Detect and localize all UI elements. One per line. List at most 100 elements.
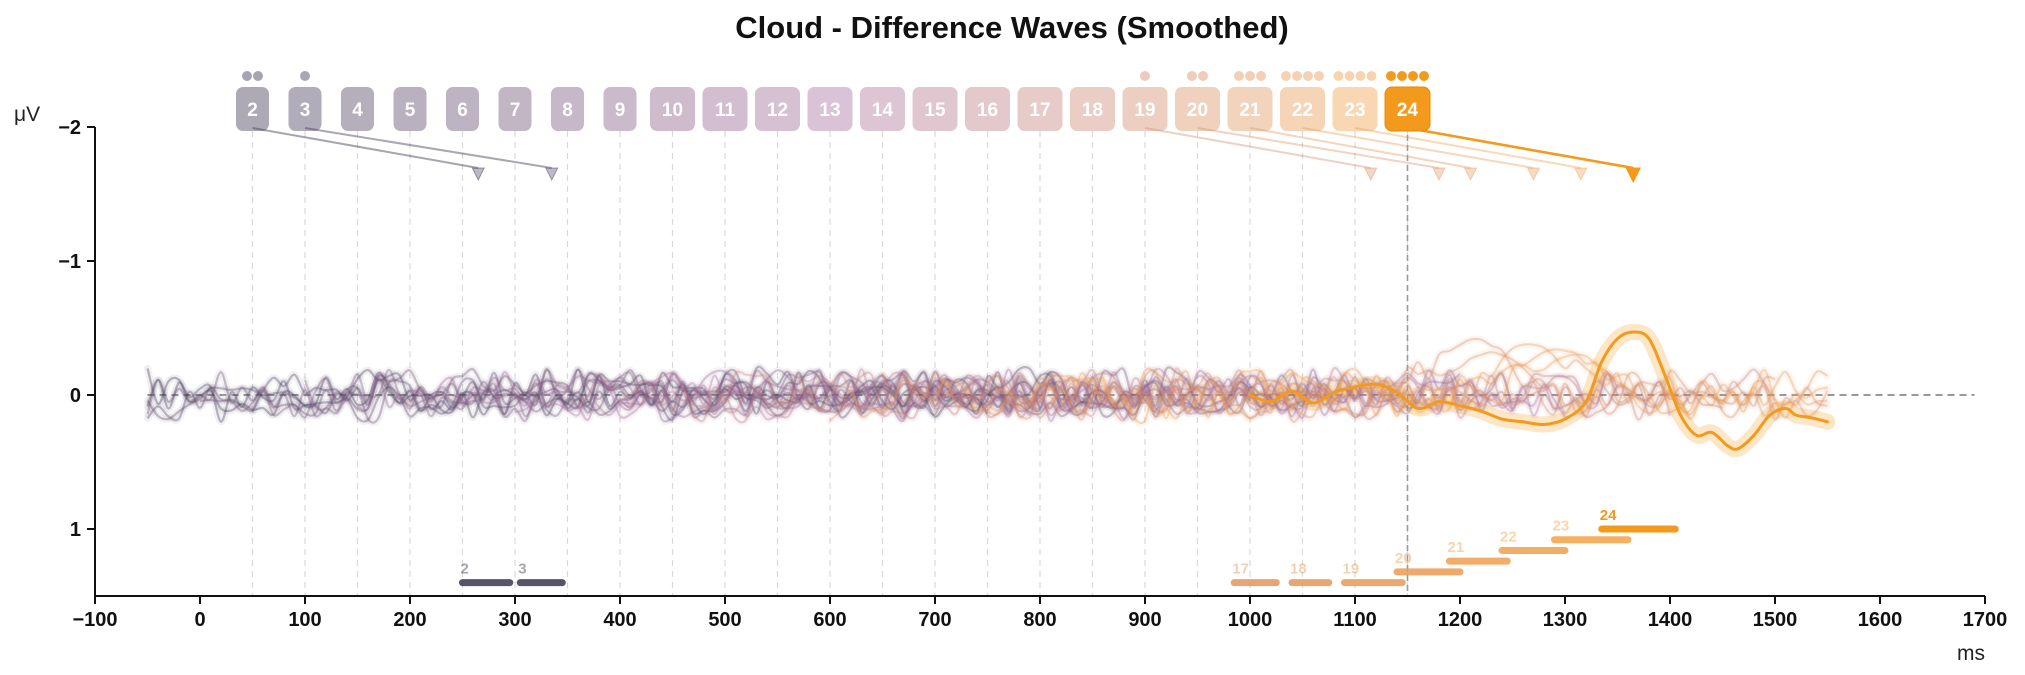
badge-dot-23 (1344, 71, 1355, 81)
badge-box-14 (860, 87, 905, 131)
wave-band-11 (406, 366, 1464, 425)
badge-box-15 (912, 87, 958, 131)
wave-line-24 (1248, 330, 1829, 451)
wave-line-8 (251, 367, 1303, 422)
x-tick-label: 0 (194, 609, 205, 631)
y-tick-label: −1 (58, 251, 81, 273)
wave-line-7 (199, 366, 1251, 418)
significance-label-2: 2 (461, 561, 469, 578)
badge-box-23 (1332, 87, 1378, 131)
badge-box-16 (965, 87, 1010, 131)
significance-label-3: 3 (518, 561, 526, 578)
badge-3: 3 (288, 71, 322, 131)
peak-marker-3 (544, 167, 559, 182)
wave-line-17 (723, 368, 1776, 421)
badge-label-2: 2 (247, 100, 258, 121)
wave-band-19 (826, 335, 1831, 426)
badge-10: 10 (650, 87, 695, 131)
badge-19: 19 (1122, 71, 1168, 131)
badge-label-4: 4 (352, 100, 363, 121)
wave-band-23 (1036, 351, 1831, 427)
peak-connector-22 (1302, 127, 1534, 169)
badge-22: 22 (1280, 71, 1325, 131)
peak-marker-22 (1526, 167, 1541, 182)
wave-band-2 (144, 364, 991, 419)
wave-band-4 (144, 363, 1096, 424)
wave-band-6 (144, 365, 1201, 427)
wave-band-14 (564, 365, 1621, 423)
wave-band-10 (354, 366, 1411, 426)
x-tick-label: 700 (918, 609, 951, 631)
badge-4: 4 (341, 87, 374, 131)
badge-dot-24 (1419, 71, 1429, 81)
badge-20: 20 (1175, 71, 1220, 131)
badge-box-9 (603, 87, 637, 131)
badge-label-18: 18 (1082, 100, 1103, 121)
badge-dot-24 (1397, 71, 1407, 81)
badge-box-10 (650, 87, 695, 131)
peak-connector-20 (1197, 127, 1440, 169)
wave-band-7 (196, 363, 1254, 420)
x-tick-label: 1500 (1753, 609, 1798, 631)
x-tick-label: 1600 (1858, 609, 1903, 631)
peak-connector-23 (1354, 127, 1581, 169)
wave-band-12 (459, 366, 1516, 424)
badge-label-24: 24 (1397, 100, 1419, 121)
peak-connector-2 (252, 127, 479, 169)
badge-dot-24 (1408, 71, 1418, 81)
significance-label-18: 18 (1290, 561, 1307, 578)
x-tick-label: 300 (498, 609, 531, 631)
badge-dot-23 (1333, 71, 1344, 81)
badge-dot-23 (1366, 71, 1377, 81)
peak-connector-3 (304, 127, 552, 169)
badge-13: 13 (807, 87, 853, 131)
wave-band-15 (616, 364, 1674, 426)
badge-label-9: 9 (615, 100, 626, 121)
y-tick-label: 1 (70, 519, 81, 541)
badge-24: 24 (1384, 71, 1431, 132)
badge-box-20 (1175, 87, 1220, 131)
significance-label-23: 23 (1553, 518, 1570, 535)
x-tick-label: 500 (708, 609, 741, 631)
badge-9: 9 (603, 87, 637, 131)
peak-marker-19 (1363, 167, 1378, 182)
significance-label-17: 17 (1232, 561, 1249, 578)
badge-7: 7 (498, 87, 532, 131)
y-tick-label: 0 (70, 385, 81, 407)
badge-dot-23 (1355, 71, 1366, 81)
wave-line-5 (146, 365, 1147, 423)
y-axis-label: μV (14, 103, 40, 126)
wave-band-16 (669, 369, 1726, 425)
badge-box-12 (755, 87, 800, 131)
badge-box-11 (702, 87, 748, 131)
badge-label-11: 11 (715, 100, 736, 121)
significance-label-21: 21 (1448, 539, 1465, 556)
onset-guide-lines (251, 131, 1409, 596)
badge-label-20: 20 (1187, 100, 1208, 121)
axes: −2 −1 0 1 −100 0 100 200 300 400 500 600 700 800 900 10… (58, 117, 2007, 631)
badge-box-24 (1384, 86, 1431, 132)
badge-label-3: 3 (300, 100, 311, 121)
peak-marker-24 (1625, 167, 1642, 184)
badge-box-22 (1280, 87, 1325, 131)
wave-line-9 (303, 368, 1356, 419)
badge-dot-19 (1140, 71, 1150, 81)
x-tick-label: 600 (813, 609, 846, 631)
wave-line-2 (146, 368, 989, 417)
wave-line-19 (829, 337, 1828, 423)
badge-label-6: 6 (457, 100, 468, 121)
badge-label-17: 17 (1029, 100, 1050, 121)
badge-box-8 (551, 87, 584, 131)
badge-box-7 (498, 87, 532, 131)
x-tick-label: 1200 (1438, 609, 1483, 631)
badge-dot-21 (1256, 71, 1266, 81)
x-tick-label: 800 (1023, 609, 1056, 631)
x-tick-label: 1100 (1333, 609, 1376, 631)
peak-connector-21 (1249, 127, 1471, 169)
badge-label-15: 15 (924, 100, 946, 121)
badge-18: 18 (1070, 87, 1115, 131)
badge-dot-22 (1314, 71, 1324, 81)
badge-label-22: 22 (1292, 100, 1313, 121)
badge-label-5: 5 (405, 100, 416, 121)
